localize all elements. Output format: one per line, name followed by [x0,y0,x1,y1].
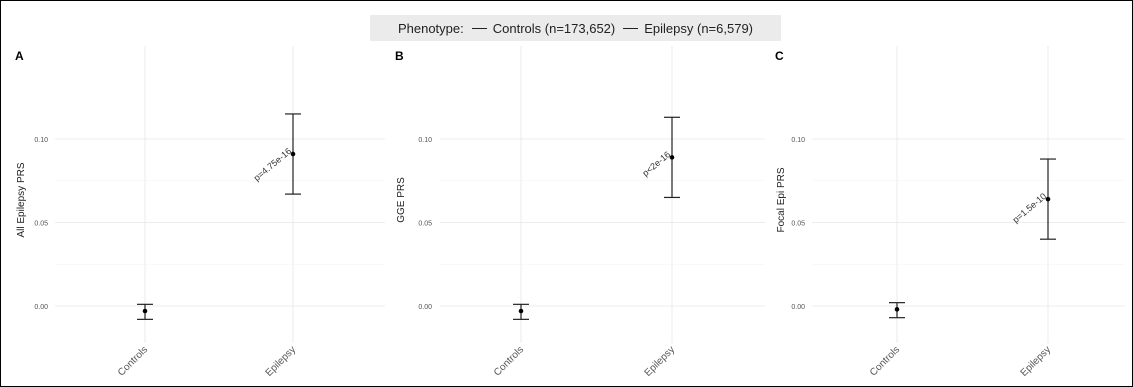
panel-c-ytick-label: 0.10 [791,137,805,144]
panel-b-xtick-label: Epilepsy [643,344,678,379]
panel-a-ytick-label: 0.05 [34,221,48,228]
panel-c-ytick-label: 0.00 [791,304,805,311]
panel-a-ytick-label: 0.00 [34,304,48,311]
point-controls [894,307,900,312]
legend: Phenotype: Controls (n=173,652) Epilepsy… [370,15,781,41]
panel-b-xtick-label: Controls [492,344,526,378]
panel-c-pvalue: p=1.5e-10 [1011,191,1049,225]
panel-c-ytick-label: 0.05 [791,221,805,228]
legend-key-controls [471,27,487,29]
panel-c-xtick-label: Controls [868,344,902,378]
panel-b-ylabel: GGE PRS [396,177,407,223]
panel-b-ytick-label: 0.10 [418,137,432,144]
panel-c-ylabel: Focal Epi PRS [776,167,787,232]
panel-a-ytick-label: 0.10 [34,137,48,144]
legend-title: Phenotype: [397,20,464,36]
point-controls [518,308,524,314]
point-epilepsy [669,155,675,160]
panel-b-ytick-label: 0.05 [418,221,432,228]
panel-b-tag: B [395,49,404,63]
panel-c-xtick-label: Epilepsy [1019,344,1054,379]
point-epilepsy [1045,196,1051,202]
point-epilepsy [290,151,296,157]
panel-a-tag: A [15,49,24,63]
panel-a-pvalue: p=4.75e-16 [252,146,294,183]
panel-b-ytick-label: 0.00 [418,304,432,311]
panel-a-ylabel: All Epilepsy PRS [16,162,27,237]
legend-entry-controls: Controls (n=173,652) [492,20,616,36]
panel-b-pvalue: p<2e-16 [640,149,672,178]
panel-a-xtick-label: Controls [116,344,150,378]
point-controls [142,308,148,314]
panel-c-tag: C [775,49,784,63]
legend-entry-epilepsy: Epilepsy (n=6,579) [644,20,754,36]
legend-key-epilepsy [623,27,639,29]
panel-a-xtick-label: Epilepsy [264,344,299,379]
